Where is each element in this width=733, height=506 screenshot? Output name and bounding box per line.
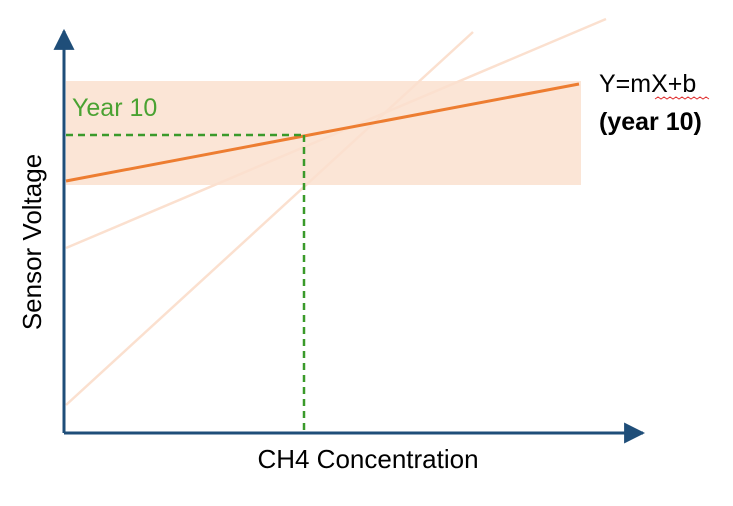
x-axis-label: CH4 Concentration (257, 444, 478, 474)
equation-label: Y=mX+b (599, 70, 696, 98)
spellcheck-squiggle (654, 96, 710, 100)
calibration-line-year-10 (65, 82, 580, 183)
year-label: Year 10 (72, 94, 157, 122)
y-axis-label: Sensor Voltage (17, 154, 47, 330)
faded-calibration-line-shallow (65, 17, 607, 250)
equation-note: (year 10) (599, 108, 702, 136)
faded-calibration-line-steep (65, 31, 474, 406)
